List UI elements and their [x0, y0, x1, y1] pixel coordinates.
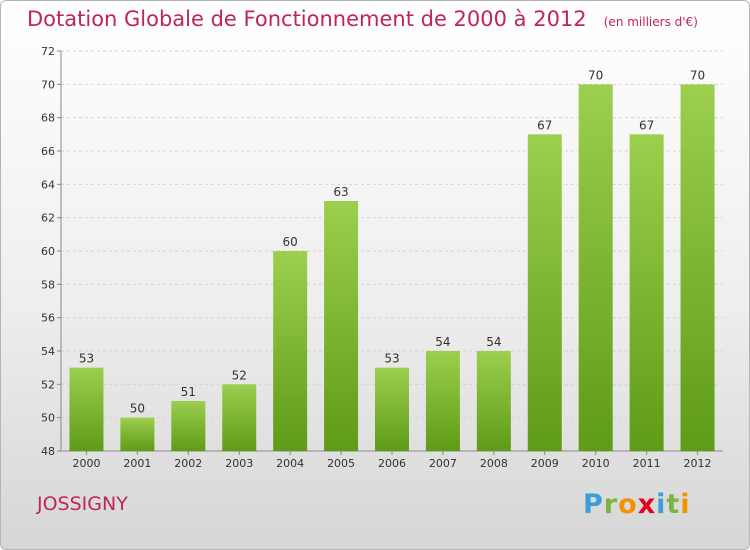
x-tick-label: 2011 [633, 457, 661, 470]
chart-subtitle: (en milliers d'€) [603, 15, 698, 29]
data-label: 60 [283, 235, 298, 249]
location-name: JOSSIGNY [37, 493, 128, 515]
bar [171, 401, 206, 451]
data-label: 54 [435, 335, 450, 349]
bar [273, 251, 308, 451]
bar [120, 417, 155, 451]
data-label: 51 [181, 385, 196, 399]
bar [680, 84, 715, 451]
bar [324, 201, 359, 451]
y-tick-label: 66 [41, 145, 55, 158]
data-label: 70 [588, 68, 603, 82]
x-tick-label: 2004 [276, 457, 304, 470]
y-tick-label: 68 [41, 112, 55, 125]
logo-letter: x [637, 489, 657, 520]
bar [425, 351, 460, 451]
bars [69, 84, 715, 452]
bar [629, 134, 664, 452]
x-tick-label: 2012 [684, 457, 712, 470]
proxiti-logo: Proxiti [583, 489, 691, 520]
y-tick-label: 58 [41, 278, 55, 291]
data-label: 63 [333, 185, 348, 199]
y-tick-label: 62 [41, 212, 55, 225]
data-label: 54 [486, 335, 501, 349]
data-label: 53 [79, 352, 94, 366]
bar [578, 84, 613, 451]
y-tick-label: 52 [41, 378, 55, 391]
x-tick-label: 2003 [225, 457, 253, 470]
data-label: 53 [384, 352, 399, 366]
data-label: 67 [537, 118, 552, 132]
bar [222, 384, 257, 451]
x-tick-label: 2005 [327, 457, 355, 470]
data-label: 50 [130, 402, 145, 416]
logo-letter: t [666, 489, 681, 520]
data-label: 70 [690, 68, 705, 82]
y-tick-label: 54 [41, 345, 55, 358]
logo-letter: i [680, 489, 691, 520]
y-tick-label: 48 [41, 445, 55, 458]
chart-title: Dotation Globale de Fonctionnement de 20… [27, 7, 587, 31]
y-tick-label: 50 [41, 412, 55, 425]
logo-letter: i [656, 489, 667, 520]
y-tick-label: 56 [41, 312, 55, 325]
x-tick-label: 2008 [480, 457, 508, 470]
logo-letter: o [618, 489, 638, 520]
x-tick-label: 2010 [582, 457, 610, 470]
y-tick-label: 70 [41, 78, 55, 91]
y-tick-label: 72 [41, 45, 55, 58]
x-tick-label: 2002 [174, 457, 202, 470]
y-tick-label: 64 [41, 178, 55, 191]
y-tick-label: 60 [41, 245, 55, 258]
data-label: 67 [639, 118, 654, 132]
bar [527, 134, 562, 452]
x-tick-label: 2007 [429, 457, 457, 470]
x-tick-label: 2000 [72, 457, 100, 470]
x-tick-label: 2009 [531, 457, 559, 470]
chart-title-block: Dotation Globale de Fonctionnement de 20… [27, 7, 698, 31]
bar [476, 351, 511, 451]
logo-letter: P [583, 489, 604, 520]
data-label: 52 [232, 368, 247, 382]
x-tick-label: 2006 [378, 457, 406, 470]
logo-letter: r [603, 489, 619, 520]
bar [375, 367, 409, 451]
bar [69, 367, 104, 451]
x-tick-label: 2001 [123, 457, 151, 470]
labels: 48 50 52 54 56 58 60 62 64 66 68 70 72 53 2000 50 2001 51… [41, 45, 712, 470]
